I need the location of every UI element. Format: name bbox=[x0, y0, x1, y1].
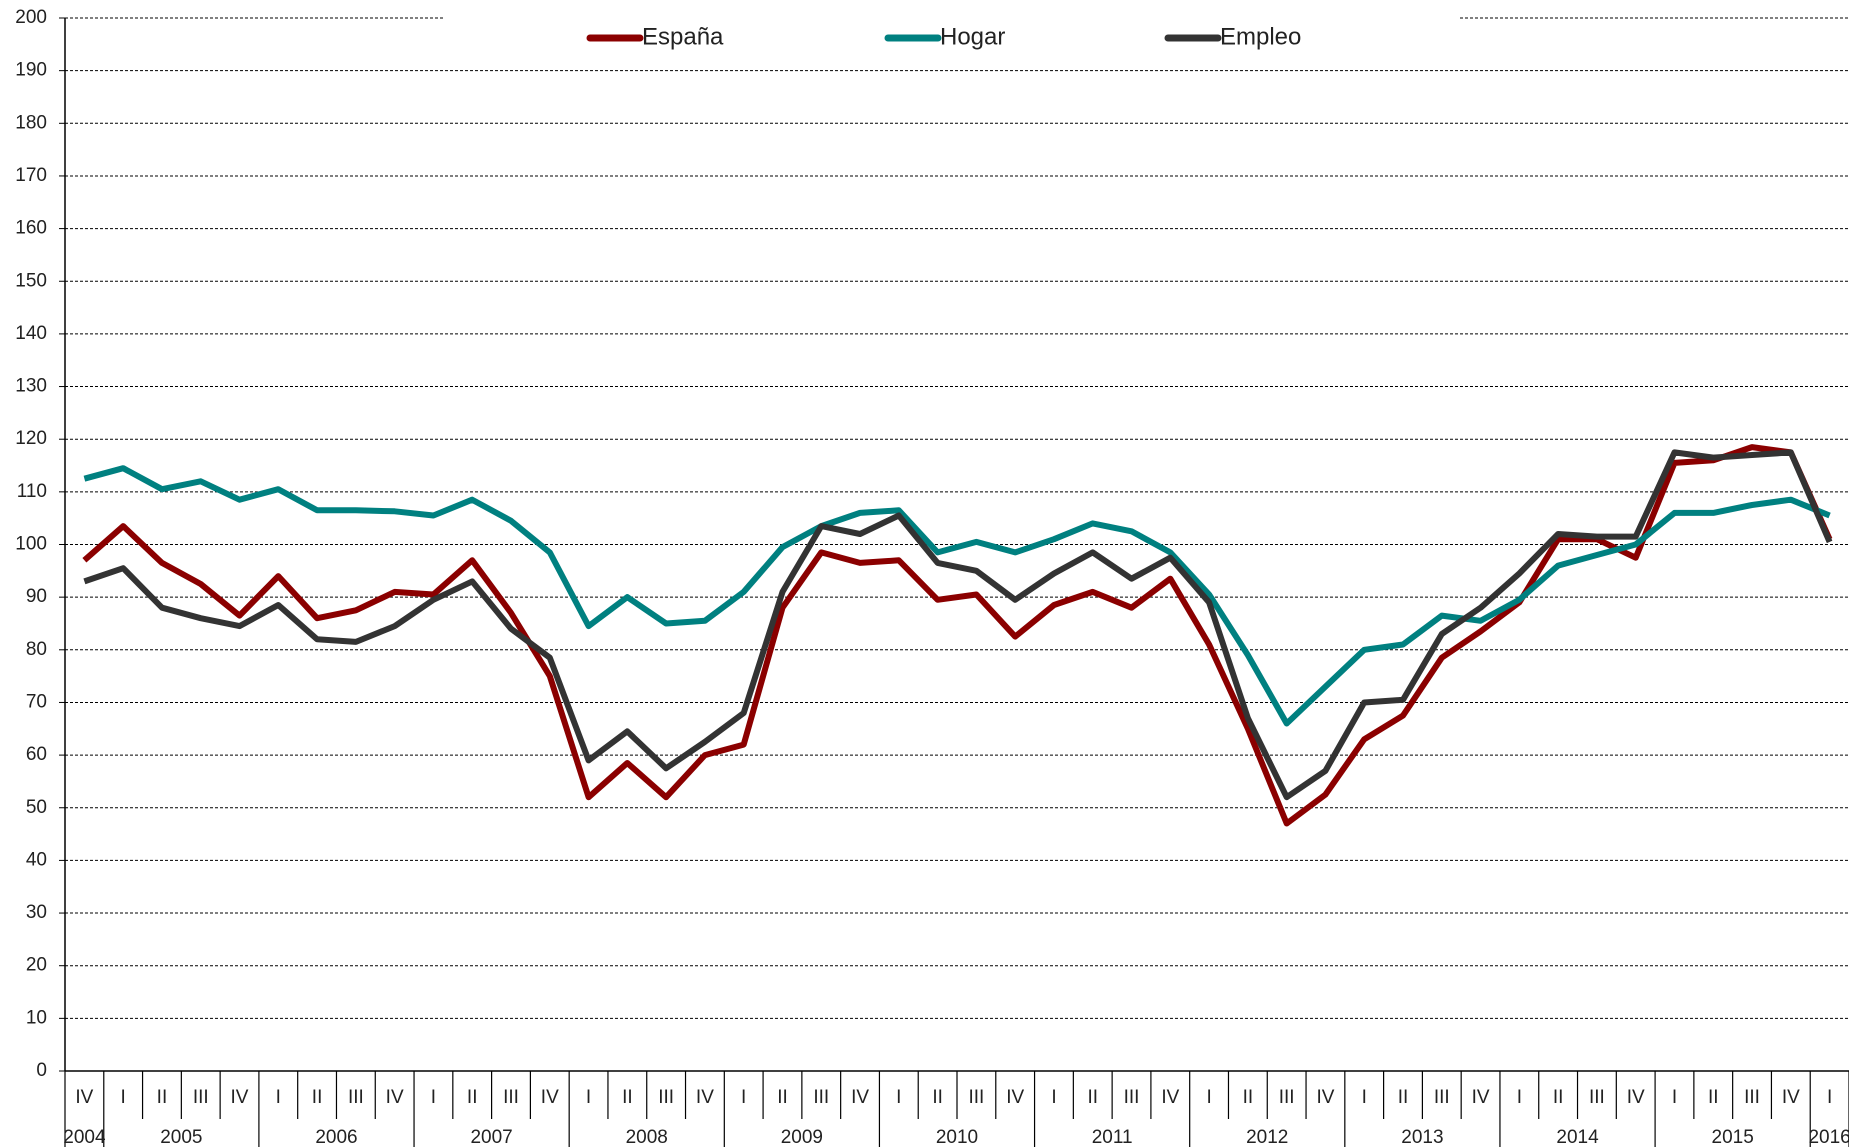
year-label: 2006 bbox=[315, 1127, 357, 1147]
x-tick-label: II bbox=[467, 1087, 478, 1108]
x-tick-label: IV bbox=[75, 1087, 93, 1108]
x-tick-label: IV bbox=[1472, 1087, 1490, 1108]
y-tick-label: 130 bbox=[15, 376, 47, 397]
y-tick-label: 60 bbox=[26, 744, 47, 765]
y-tick-label: 30 bbox=[26, 902, 47, 923]
y-tick-label: 100 bbox=[15, 534, 47, 555]
year-label: 2007 bbox=[470, 1127, 512, 1147]
series-line bbox=[83, 465, 1831, 727]
x-tick-label: IV bbox=[1006, 1087, 1024, 1108]
x-tick-label: III bbox=[193, 1087, 209, 1108]
x-tick-label: III bbox=[503, 1087, 519, 1108]
y-tick-label: 120 bbox=[15, 428, 47, 449]
x-tick-label: III bbox=[658, 1087, 674, 1108]
x-tick-label: II bbox=[157, 1087, 168, 1108]
year-label: 2016 bbox=[1808, 1127, 1849, 1147]
x-tick-label: III bbox=[1124, 1087, 1140, 1108]
series-line bbox=[83, 449, 1833, 801]
x-tick-label: II bbox=[1553, 1087, 1564, 1108]
x-tick-label: III bbox=[1434, 1087, 1450, 1108]
series-line bbox=[82, 444, 1833, 827]
x-tick-label: I bbox=[741, 1087, 746, 1108]
y-tick-label: 70 bbox=[26, 691, 47, 712]
x-tick-label: II bbox=[1708, 1087, 1719, 1108]
year-label: 2004 bbox=[63, 1127, 106, 1147]
x-tick-label: I bbox=[1672, 1087, 1677, 1108]
y-tick-label: 180 bbox=[15, 112, 47, 133]
year-label: 2009 bbox=[781, 1127, 823, 1147]
x-tick-label: III bbox=[1279, 1087, 1295, 1108]
year-label: 2008 bbox=[626, 1127, 668, 1147]
x-tick-label: IV bbox=[1627, 1087, 1645, 1108]
x-tick-label: I bbox=[896, 1087, 901, 1108]
legend-label: Empleo bbox=[1220, 23, 1301, 50]
x-tick-label: II bbox=[1243, 1087, 1254, 1108]
x-tick-label: IV bbox=[231, 1087, 249, 1108]
x-tick-label: II bbox=[932, 1087, 943, 1108]
y-tick-label: 150 bbox=[15, 270, 47, 291]
x-tick-label: I bbox=[1517, 1087, 1522, 1108]
x-tick-label: I bbox=[1206, 1087, 1211, 1108]
y-tick-label: 80 bbox=[26, 639, 47, 660]
x-tick-label: II bbox=[1398, 1087, 1409, 1108]
y-tick-label: 90 bbox=[26, 586, 47, 607]
x-tick-label: III bbox=[1589, 1087, 1605, 1108]
x-tick-label: I bbox=[1827, 1087, 1832, 1108]
y-tick-label: 200 bbox=[15, 7, 47, 28]
year-label: 2012 bbox=[1246, 1127, 1288, 1147]
x-tick-label: II bbox=[1087, 1087, 1098, 1108]
x-tick-label: III bbox=[968, 1087, 984, 1108]
y-tick-label: 140 bbox=[15, 323, 47, 344]
x-tick-label: IV bbox=[851, 1087, 869, 1108]
x-tick-label: I bbox=[276, 1087, 281, 1108]
year-label: 2011 bbox=[1092, 1127, 1133, 1147]
x-tick-label: II bbox=[777, 1087, 788, 1108]
x-tick-label: IV bbox=[696, 1087, 714, 1108]
x-tick-label: IV bbox=[1161, 1087, 1179, 1108]
x-tick-label: III bbox=[1744, 1087, 1760, 1108]
x-tick-label: II bbox=[312, 1087, 323, 1108]
year-label: 2015 bbox=[1712, 1127, 1754, 1147]
x-tick-label: I bbox=[121, 1087, 126, 1108]
x-tick-label: IV bbox=[1316, 1087, 1334, 1108]
x-tick-label: IV bbox=[386, 1087, 404, 1108]
legend-label: Hogar bbox=[940, 23, 1005, 50]
y-tick-label: 190 bbox=[15, 60, 47, 81]
x-tick-label: III bbox=[813, 1087, 829, 1108]
x-tick-label: I bbox=[1051, 1087, 1056, 1108]
year-label: 2010 bbox=[936, 1127, 978, 1147]
y-tick-label: 10 bbox=[26, 1007, 47, 1028]
x-tick-label: I bbox=[1362, 1087, 1367, 1108]
y-tick-label: 40 bbox=[26, 849, 47, 870]
y-tick-label: 20 bbox=[26, 955, 47, 976]
y-tick-label: 160 bbox=[15, 218, 47, 239]
x-tick-label: I bbox=[431, 1087, 436, 1108]
x-tick-label: I bbox=[586, 1087, 591, 1108]
x-tick-label: IV bbox=[1782, 1087, 1800, 1108]
year-label: 2014 bbox=[1556, 1127, 1599, 1147]
legend-label: España bbox=[642, 23, 724, 50]
year-label: 2005 bbox=[160, 1127, 202, 1147]
y-tick-label: 170 bbox=[15, 165, 47, 186]
y-tick-label: 0 bbox=[36, 1060, 47, 1081]
x-tick-label: IV bbox=[541, 1087, 559, 1108]
x-tick-label: II bbox=[622, 1087, 633, 1108]
x-tick-label: III bbox=[348, 1087, 364, 1108]
year-label: 2013 bbox=[1401, 1127, 1443, 1147]
y-tick-label: 110 bbox=[17, 481, 47, 502]
y-tick-label: 50 bbox=[26, 797, 47, 818]
